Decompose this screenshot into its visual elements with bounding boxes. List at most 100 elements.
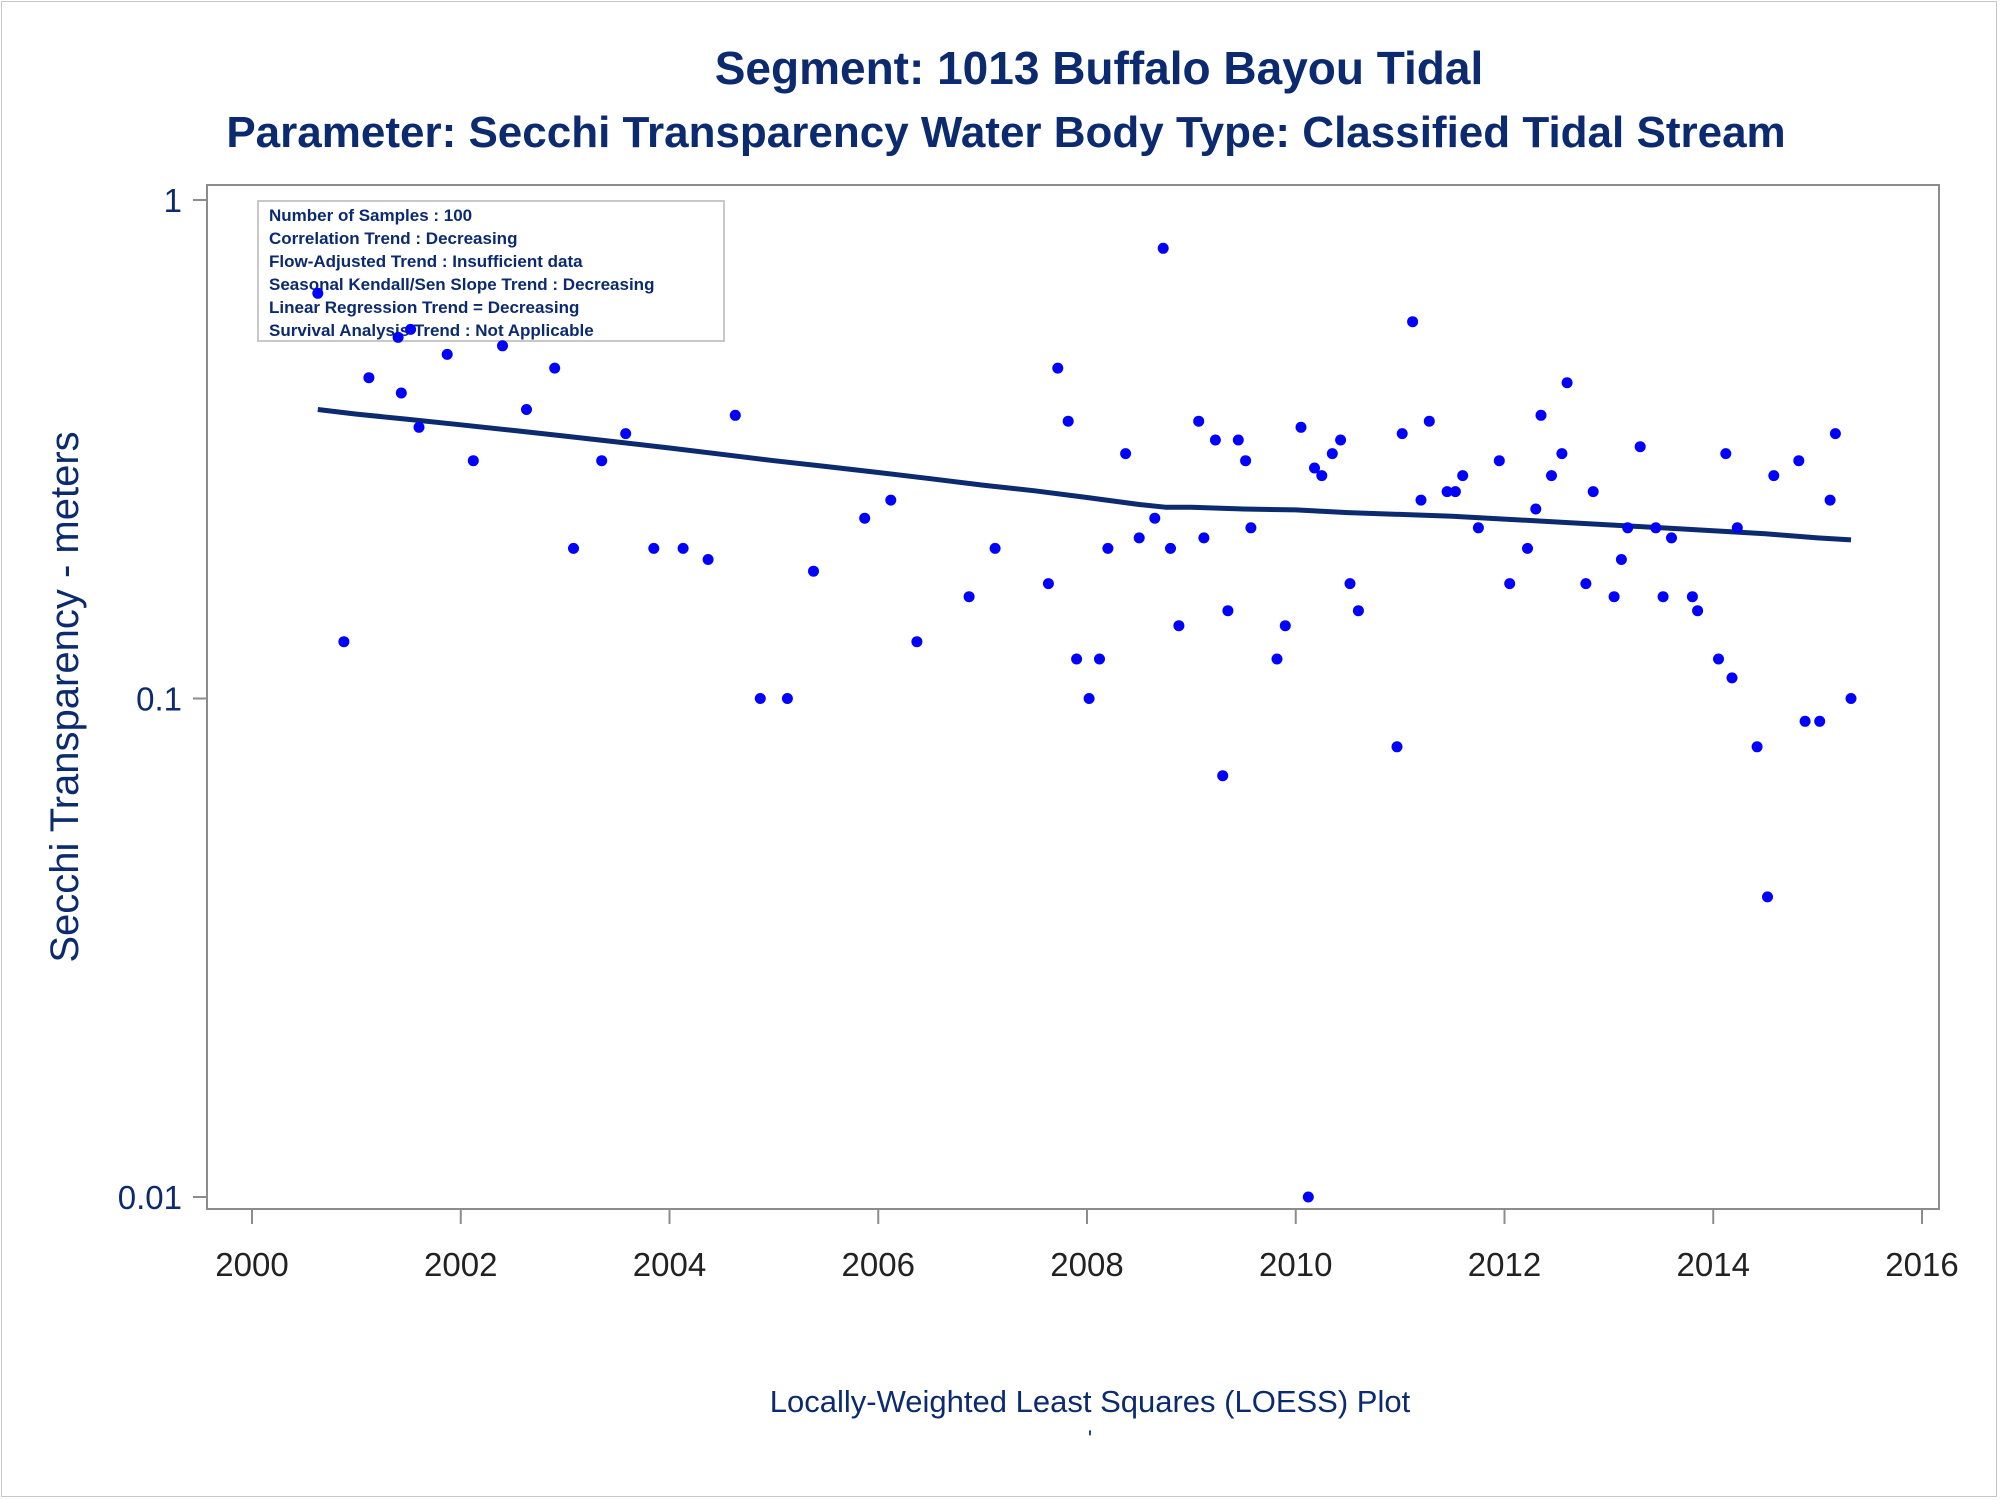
sample-point: [1720, 448, 1732, 460]
sample-point: [1193, 415, 1205, 427]
summary-line-linear-regression: Linear Regression Trend = Decreasing: [269, 298, 579, 317]
sample-point: [1052, 362, 1064, 374]
sample-point: [989, 542, 1001, 554]
x-tick-label: 2004: [633, 1246, 706, 1283]
sample-point: [1457, 470, 1469, 482]
loess-line: [317, 407, 1852, 543]
summary-line-survival: Survival Analysis Trend : Not Applicable: [269, 321, 594, 340]
sample-point: [395, 387, 407, 399]
sample-point: [1587, 486, 1599, 498]
summary-line-seasonal-kendall: Seasonal Kendall/Sen Slope Trend : Decre…: [269, 275, 654, 294]
sample-point: [1335, 434, 1347, 446]
sample-point: [1580, 578, 1592, 590]
sample-point: [1657, 591, 1669, 603]
y-axis-label: Secchi Transparency - meters: [43, 431, 87, 962]
sample-point: [1222, 605, 1234, 617]
x-axis-ticks: 2000 2002 2004 2006 2008 2010 2012 2014 2016: [215, 1209, 1959, 1283]
x-tick-label: 2000: [215, 1246, 288, 1283]
sample-point: [392, 331, 404, 343]
sample-point: [1209, 434, 1221, 446]
loess-series: [317, 407, 1852, 543]
sample-point: [677, 542, 689, 554]
sample-point: [1062, 415, 1074, 427]
sample-point: [1814, 715, 1826, 727]
sample-point: [1083, 693, 1095, 704]
sample-point: [1309, 462, 1320, 474]
sample-point: [1415, 494, 1427, 506]
y-tick-label: 1: [164, 182, 182, 219]
sample-point: [1232, 434, 1244, 446]
sample-point: [1493, 455, 1505, 467]
sample-point: [1731, 522, 1743, 534]
sample-point: [1561, 377, 1573, 389]
sample-point: [1622, 522, 1634, 534]
sample-point: [568, 542, 579, 554]
sample-point: [1302, 1191, 1314, 1203]
sample-point: [1295, 421, 1307, 433]
sample-point: [620, 428, 632, 440]
sample-point: [781, 693, 793, 704]
sample-point: [1666, 532, 1677, 544]
sample-point: [405, 323, 417, 335]
sample-point: [1094, 653, 1105, 665]
sample-point: [729, 409, 741, 421]
sample-point: [596, 455, 608, 467]
sample-point: [754, 693, 766, 704]
sample-point: [1344, 578, 1356, 590]
chart-subtitle: Parameter: Secchi Transparency Water Bod…: [226, 108, 1785, 157]
sample-point: [1692, 605, 1704, 617]
sample-points: [312, 242, 1857, 1203]
sample-point: [1441, 486, 1453, 498]
sample-point: [1326, 448, 1338, 460]
sample-point: [497, 340, 508, 352]
sample-point: [1391, 741, 1403, 753]
x-axis-footnote: ': [1088, 1426, 1092, 1451]
sample-point: [1608, 591, 1620, 603]
sample-point: [885, 494, 897, 506]
sample-point: [1157, 242, 1169, 254]
sample-point: [1149, 512, 1161, 524]
sample-point: [1271, 653, 1283, 665]
sample-point: [963, 591, 975, 603]
sample-point: [1396, 428, 1408, 440]
sample-point: [1217, 770, 1229, 782]
chart-title: Segment: 1013 Buffalo Bayou Tidal: [715, 42, 1484, 94]
sample-point: [1535, 409, 1547, 421]
y-tick-label: 0.01: [118, 1179, 182, 1216]
x-tick-label: 2016: [1885, 1246, 1958, 1283]
sample-point: [702, 554, 714, 565]
sample-point: [549, 362, 561, 374]
sample-point: [1071, 653, 1083, 665]
sample-point: [1751, 741, 1763, 753]
sample-point: [1686, 591, 1698, 603]
x-tick-label: 2008: [1050, 1246, 1123, 1283]
sample-point: [413, 421, 425, 433]
sample-point: [911, 636, 923, 648]
y-tick-label: 0.1: [136, 681, 182, 718]
x-tick-label: 2014: [1677, 1246, 1750, 1283]
sample-point: [1240, 455, 1252, 467]
x-axis-label: Locally-Weighted Least Squares (LOESS) P…: [770, 1384, 1411, 1419]
sample-point: [1762, 891, 1773, 903]
x-tick-label: 2010: [1259, 1246, 1332, 1283]
x-tick-label: 2006: [842, 1246, 915, 1283]
sample-point: [1102, 542, 1114, 554]
sample-point: [1615, 554, 1627, 565]
summary-line-flow-adjusted: Flow-Adjusted Trend : Insufficient data: [269, 252, 583, 271]
sample-point: [1768, 470, 1780, 482]
sample-point: [1713, 653, 1724, 665]
sample-point: [1726, 672, 1738, 684]
sample-point: [859, 512, 871, 524]
sample-point: [808, 565, 819, 577]
sample-point: [338, 636, 350, 648]
sample-point: [1165, 542, 1176, 554]
sample-point: [1042, 578, 1054, 590]
sample-point: [1120, 448, 1132, 460]
sample-point: [1793, 455, 1805, 467]
sample-point: [1245, 522, 1257, 534]
sample-point: [1316, 470, 1328, 482]
sample-point: [521, 404, 532, 415]
sample-point: [1279, 620, 1291, 632]
